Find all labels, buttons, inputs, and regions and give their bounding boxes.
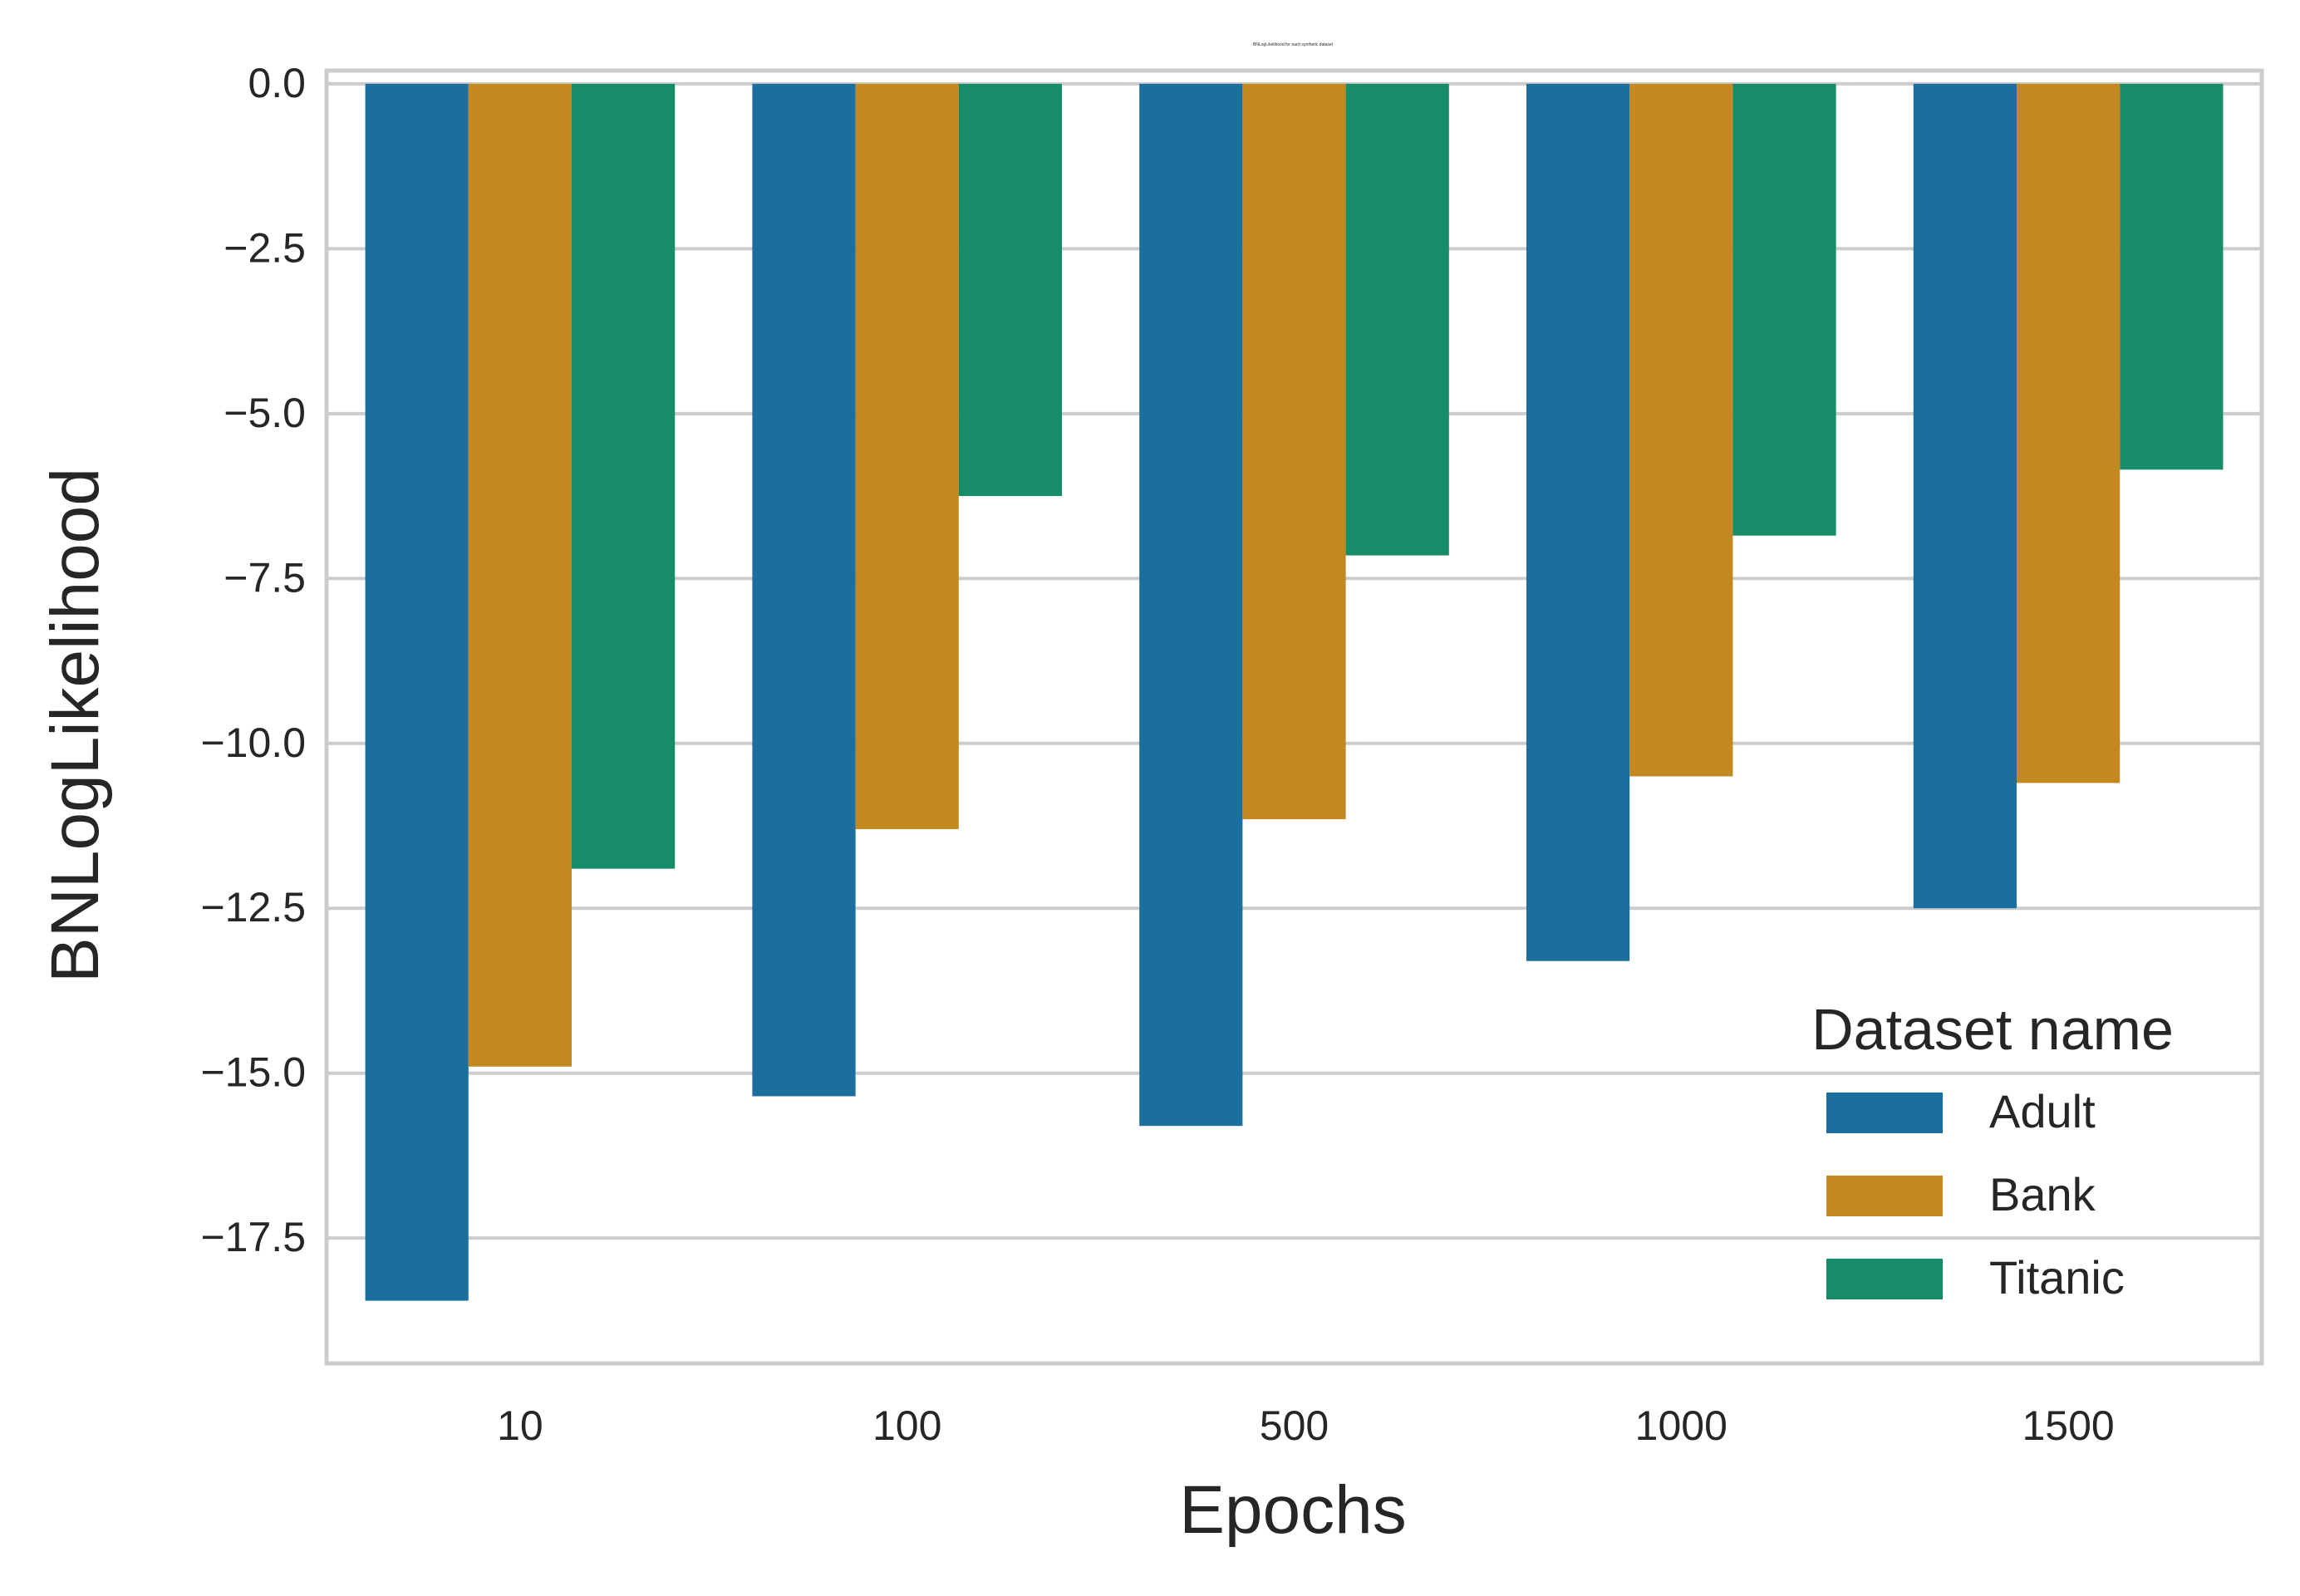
legend-label-adult: Adult xyxy=(1989,1085,2096,1137)
legend-label-bank: Bank xyxy=(1989,1168,2096,1220)
bar-bank-100 xyxy=(855,83,959,829)
bar-bank-1000 xyxy=(1629,83,1733,777)
y-tick-label: −12.5 xyxy=(200,884,306,931)
legend-items: Adult Bank Titanic xyxy=(1826,1085,2125,1304)
y-tick-label: 0.0 xyxy=(248,60,306,106)
x-tick-label: 10 xyxy=(497,1402,543,1449)
bar-adult-500 xyxy=(1139,83,1243,1127)
y-tick-label: −15.0 xyxy=(200,1049,306,1096)
x-tick-label: 500 xyxy=(1260,1402,1329,1449)
x-axis-label: Epochs xyxy=(1179,1472,1407,1548)
bar-titanic-1500 xyxy=(2120,83,2224,470)
y-tick-label: −7.5 xyxy=(224,554,306,601)
bar-bank-1500 xyxy=(2016,83,2121,783)
bar-adult-10 xyxy=(365,83,469,1301)
y-tick-label: −17.5 xyxy=(200,1214,306,1260)
y-axis-label: BNLogLikelihood xyxy=(37,468,113,983)
y-tick-label: −5.0 xyxy=(224,390,306,436)
legend-swatch-bank xyxy=(1826,1176,1943,1216)
y-axis-ticks: 0.0 −2.5 −5.0 −7.5 −10.0 −12.5 −15.0 −17.5 xyxy=(200,60,306,1260)
y-tick-label: −10.0 xyxy=(200,719,306,766)
bar-titanic-500 xyxy=(1345,83,1449,556)
plot-frame xyxy=(324,68,2264,1366)
bar-titanic-1000 xyxy=(1732,83,1836,536)
legend-swatch-adult xyxy=(1826,1093,1943,1133)
bar-bank-500 xyxy=(1242,83,1346,820)
legend-swatch-titanic xyxy=(1826,1259,1943,1299)
x-axis-ticks: 10 100 500 1000 1500 xyxy=(497,1402,2115,1449)
legend: Dataset name Adult Bank Titanic xyxy=(1811,997,2174,1304)
bar-titanic-100 xyxy=(958,83,1063,497)
x-tick-label: 1500 xyxy=(2022,1402,2114,1449)
bar-titanic-10 xyxy=(572,83,676,869)
chart-title: BNLogLikelihood for each synthetic datas… xyxy=(1253,42,1334,47)
y-tick-label: −2.5 xyxy=(224,224,306,271)
bar-adult-100 xyxy=(752,83,856,1097)
bar-adult-1000 xyxy=(1526,83,1630,961)
bar-bank-10 xyxy=(468,83,573,1067)
legend-title: Dataset name xyxy=(1811,997,2174,1062)
x-tick-label: 100 xyxy=(872,1402,941,1449)
bar-adult-1500 xyxy=(1913,83,2017,909)
bars xyxy=(365,83,2224,1301)
legend-label-titanic: Titanic xyxy=(1989,1251,2125,1304)
x-tick-label: 1000 xyxy=(1635,1402,1727,1449)
